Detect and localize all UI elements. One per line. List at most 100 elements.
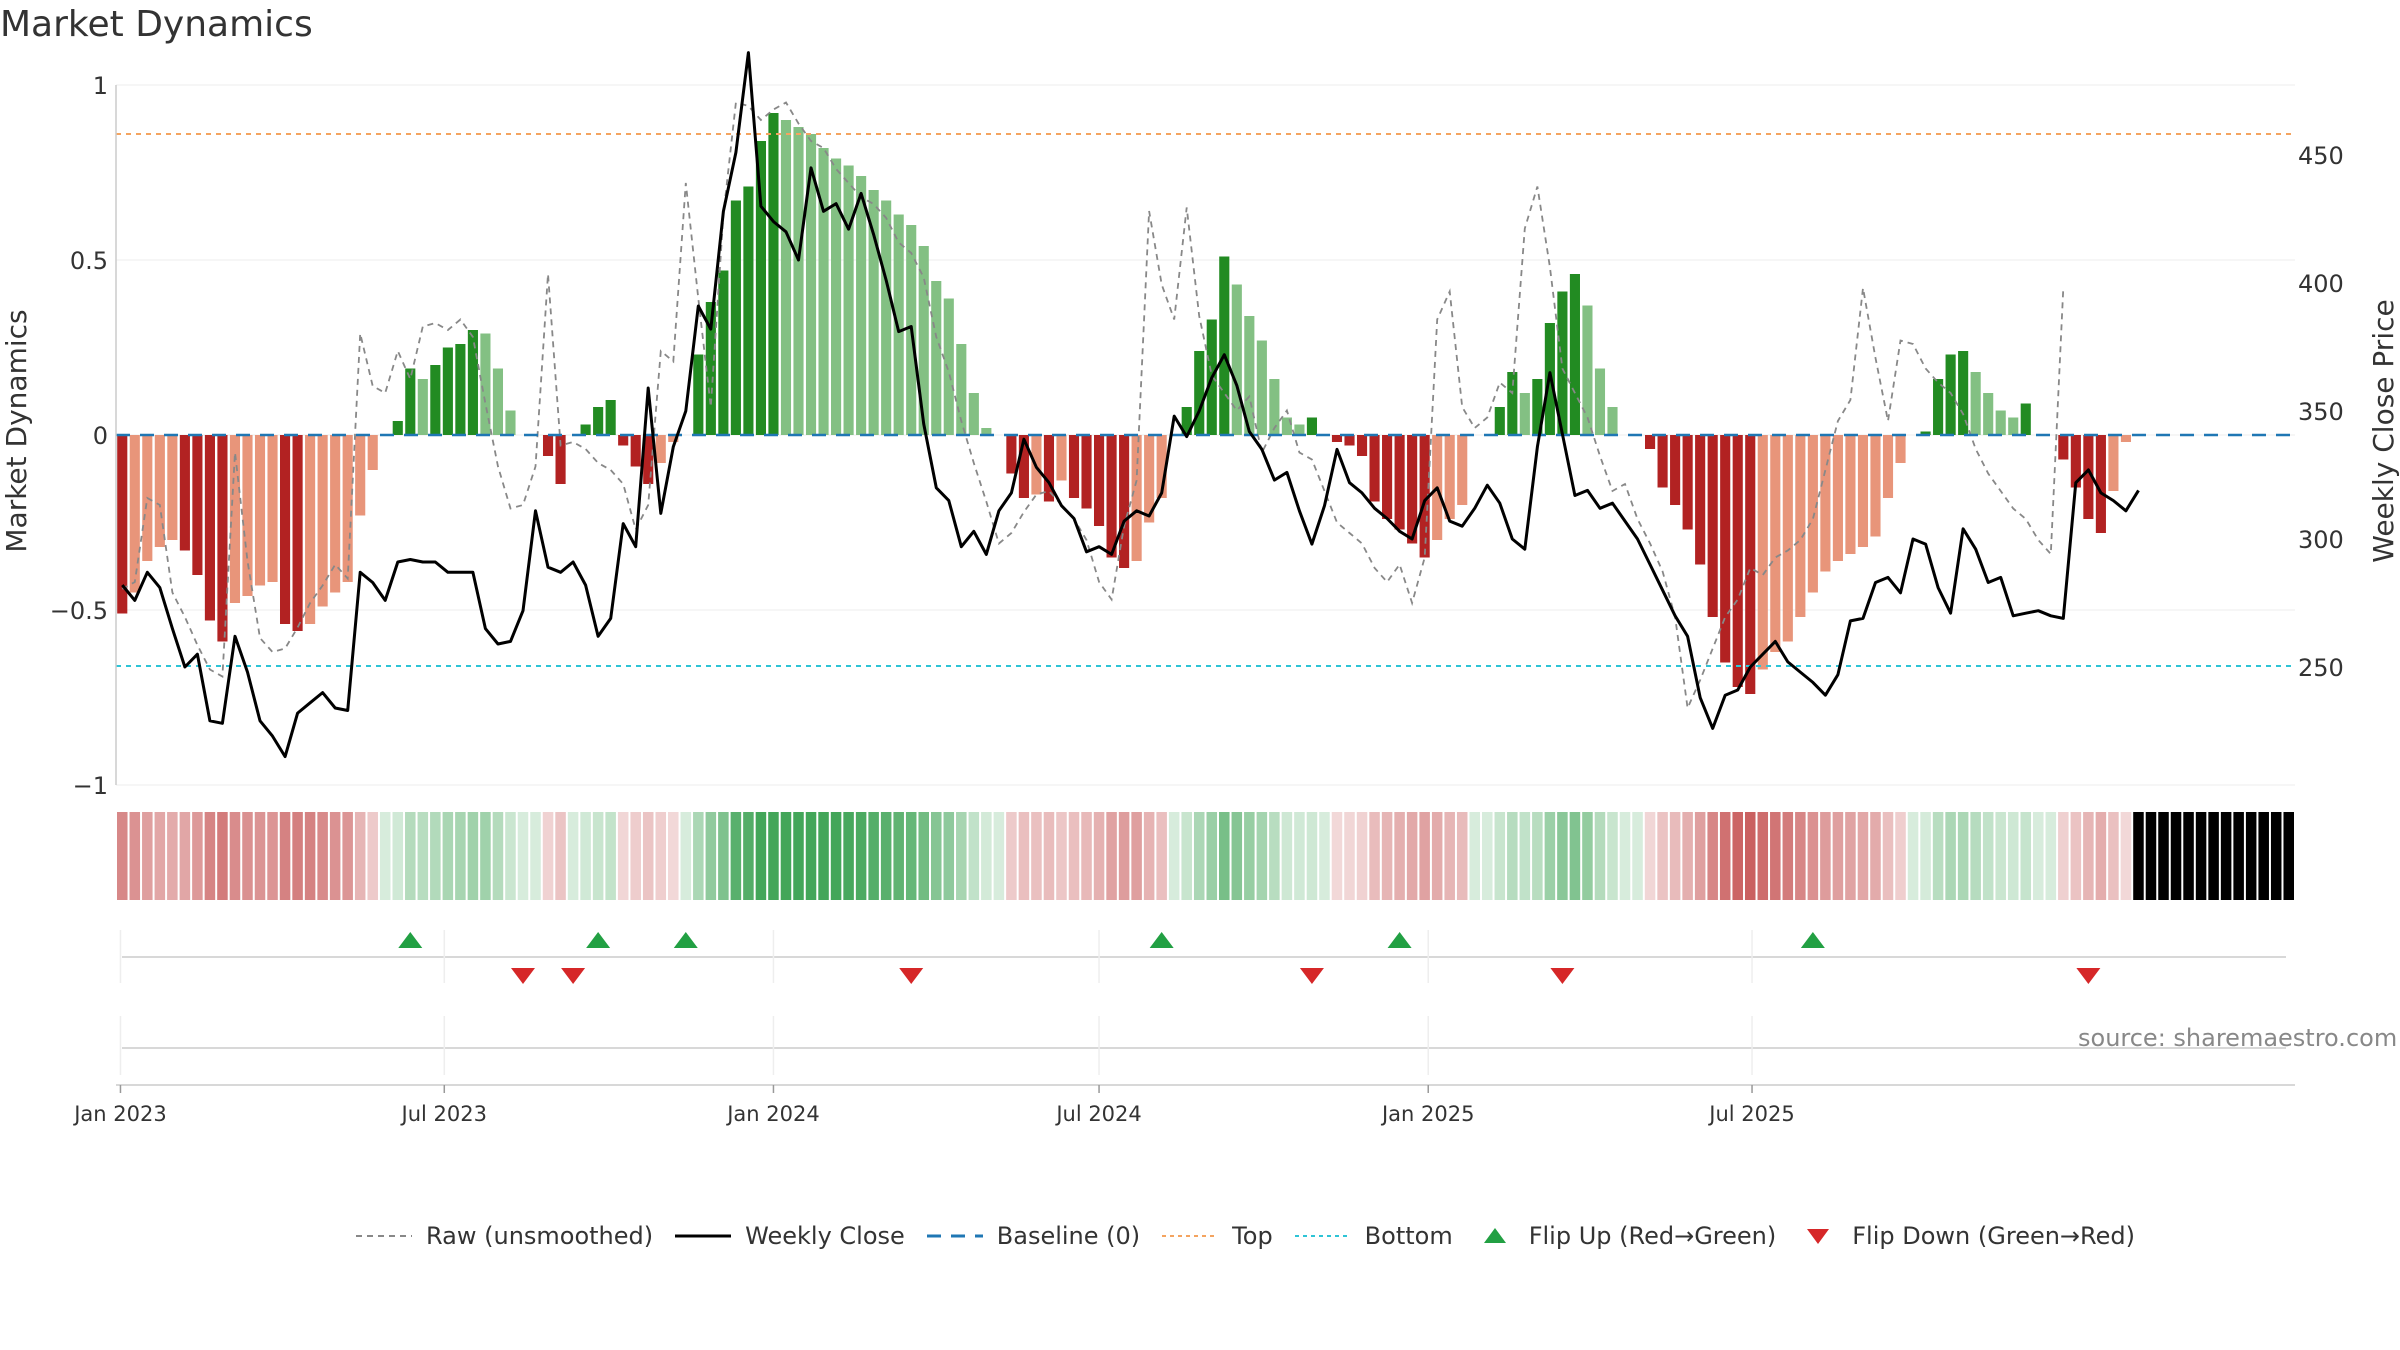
right-tick-label: 350	[2298, 398, 2344, 426]
legend-item-bottom: Bottom	[1294, 1222, 1453, 1250]
bar	[2095, 435, 2106, 533]
heat-cell	[1143, 812, 1155, 900]
heat-cell	[1770, 812, 1781, 900]
heat-cell	[617, 812, 629, 900]
heat-cell	[1256, 812, 1268, 900]
bar	[1106, 435, 1117, 558]
heat-cell	[642, 812, 654, 900]
x-tick-label: Jan 2023	[72, 1102, 167, 1126]
heat-cell	[329, 812, 341, 900]
x-tick-label: Jul 2025	[1707, 1102, 1794, 1126]
heat-cell	[1356, 812, 1368, 900]
flip-down-marker	[899, 968, 924, 984]
heat-cell	[1582, 812, 1593, 900]
bar	[868, 190, 879, 435]
heat-cell	[1219, 812, 1230, 900]
heat-cell	[342, 812, 353, 900]
legend-label-close: Weekly Close	[745, 1222, 905, 1250]
bar	[1419, 435, 1430, 558]
bar	[1732, 435, 1743, 687]
heat-cell	[930, 812, 942, 900]
triangle-down-icon	[1807, 1229, 1830, 1244]
x-tick-label: Jul 2024	[1054, 1102, 1141, 1126]
heat-cell	[1369, 812, 1380, 900]
bar	[1582, 305, 1593, 435]
heat-cell	[405, 812, 416, 900]
heat-cell	[705, 812, 717, 900]
bar	[1682, 435, 1693, 530]
heat-cell	[1932, 812, 1944, 900]
bar	[430, 365, 441, 435]
heat-cell	[442, 812, 454, 900]
heat-cell	[430, 812, 441, 900]
heat-cell	[1995, 812, 2006, 900]
heat-cell	[2108, 812, 2119, 900]
heat-cell	[880, 812, 892, 900]
axes-layer: −1 −0.5 0 0.5 1 250 300 350 400 450 Market Dynamic…	[0, 72, 2400, 800]
legend: Raw (unsmoothed) Weekly Close Baseline (…	[356, 1216, 2157, 1256]
heat-cell	[2245, 812, 2257, 900]
heat-cell	[1744, 812, 1756, 900]
flip-up-marker	[398, 932, 423, 948]
heat-cell	[1970, 812, 1981, 900]
bar	[1194, 351, 1205, 435]
bar	[204, 435, 215, 621]
heat-cell	[1482, 812, 1493, 900]
heat-cell	[1757, 812, 1769, 900]
heat-cell	[743, 812, 754, 900]
heat-cell	[1281, 812, 1293, 900]
heat-cell	[1006, 812, 1017, 900]
bar	[1933, 379, 1944, 435]
heat-cell	[2045, 812, 2057, 900]
legend-item-close: Weekly Close	[675, 1222, 905, 1250]
heat-cell	[768, 812, 779, 900]
bar	[305, 435, 316, 624]
bar	[355, 435, 366, 516]
right-tick-label: 250	[2298, 654, 2344, 682]
bar	[442, 347, 453, 435]
left-tick-label: −1	[73, 772, 108, 800]
legend-label-bottom: Bottom	[1364, 1222, 1453, 1250]
legend-label-top: Top	[1232, 1222, 1273, 1250]
raw-series-line	[121, 101, 2065, 712]
heat-cell	[1494, 812, 1506, 900]
legend-label-raw: Raw (unsmoothed)	[426, 1222, 654, 1250]
bar	[217, 435, 228, 642]
bar	[1231, 284, 1242, 435]
bar	[1920, 431, 1931, 435]
legend-item-raw: Raw (unsmoothed)	[356, 1222, 653, 1250]
heat-cell	[1419, 812, 1430, 900]
heat-cell	[317, 812, 328, 900]
triangle-up-icon	[1483, 1228, 1506, 1243]
heat-cell	[2195, 812, 2207, 900]
heat-cell	[580, 812, 591, 900]
heat-cell	[242, 812, 253, 900]
legend-item-baseline: Baseline (0)	[926, 1222, 1140, 1250]
bar	[292, 435, 303, 631]
bar	[1081, 435, 1092, 509]
bar	[881, 200, 892, 435]
bar	[1807, 435, 1818, 593]
heat-cell	[2120, 812, 2132, 900]
bar	[1720, 435, 1731, 663]
heat-cell	[530, 812, 541, 900]
x-tick-label: Jan 2025	[1380, 1102, 1475, 1126]
bar	[718, 270, 729, 435]
flip-down-marker	[1550, 968, 1575, 984]
heat-cell	[1569, 812, 1581, 900]
heat-cell	[1431, 812, 1443, 900]
bar	[793, 127, 804, 435]
heat-cell	[1031, 812, 1042, 900]
heat-cell	[993, 812, 1005, 900]
heat-cell	[843, 812, 854, 900]
heat-cell	[1206, 812, 1218, 900]
right-tick-label: 400	[2298, 270, 2344, 298]
heat-cell	[354, 812, 366, 900]
heat-cell	[304, 812, 316, 900]
heat-cell	[2220, 812, 2232, 900]
bar	[580, 424, 591, 435]
bar	[1845, 435, 1856, 554]
heat-cell	[1068, 812, 1080, 900]
heat-cell	[1945, 812, 1956, 900]
